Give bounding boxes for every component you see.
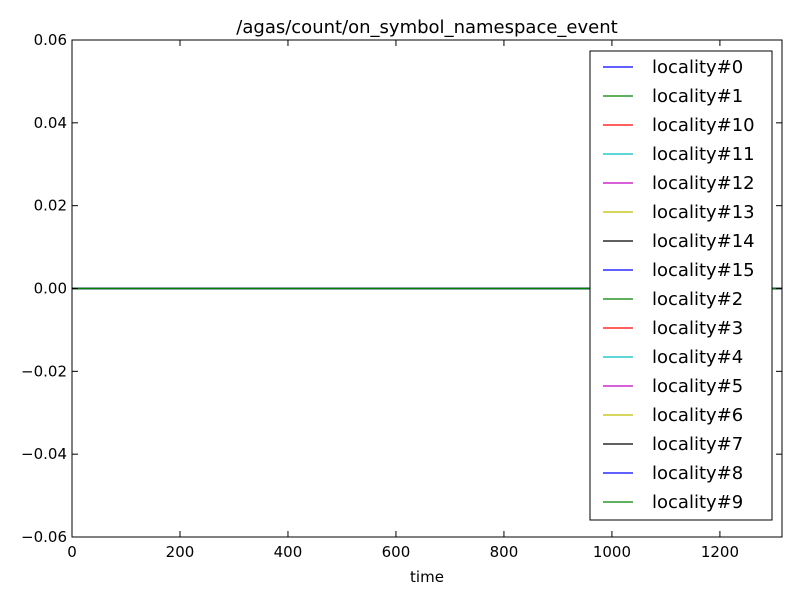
legend: locality#0 locality#1 locality#10 locality#… (589, 50, 773, 521)
legend-label: locality#14 (652, 231, 755, 252)
x-tick-label: 400 (274, 543, 303, 561)
legend-label: locality#2 (652, 289, 743, 310)
y-tick-label: 0.04 (34, 114, 67, 132)
x-tick-label: 600 (382, 543, 411, 561)
legend-label: locality#10 (652, 115, 755, 136)
y-tick-label: 0.00 (34, 280, 67, 298)
legend-label: locality#8 (652, 463, 743, 484)
x-axis-label: time (410, 568, 444, 586)
legend-label: locality#3 (652, 318, 743, 339)
y-axis: 0.06 0.04 0.02 0.00 −0.02 −0.04 −0.06 (21, 31, 782, 546)
x-tick-label: 800 (490, 543, 519, 561)
legend-label: locality#9 (652, 492, 743, 513)
y-tick-label: 0.02 (34, 197, 67, 215)
legend-label: locality#5 (652, 376, 743, 397)
legend-frame (589, 50, 773, 521)
x-tick-label: 1000 (593, 543, 631, 561)
legend-label: locality#0 (652, 57, 743, 78)
x-tick-label: 0 (67, 543, 77, 561)
legend-label: locality#15 (652, 260, 755, 281)
x-tick-label: 1200 (701, 543, 739, 561)
y-tick-label: −0.04 (21, 445, 67, 463)
x-tick-label: 200 (166, 543, 195, 561)
legend-label: locality#11 (652, 144, 755, 165)
legend-label: locality#1 (652, 86, 743, 107)
y-tick-label: −0.02 (21, 362, 67, 380)
legend-label: locality#6 (652, 405, 743, 426)
legend-label: locality#7 (652, 434, 743, 455)
legend-label: locality#13 (652, 202, 755, 223)
x-axis: 0 200 400 600 800 1000 1200 (67, 40, 739, 561)
chart-title: /agas/count/on_symbol_namespace_event (236, 17, 617, 38)
y-tick-label: −0.06 (21, 528, 67, 546)
y-tick-label: 0.06 (34, 31, 67, 49)
legend-label: locality#4 (652, 347, 743, 368)
legend-label: locality#12 (652, 173, 755, 194)
